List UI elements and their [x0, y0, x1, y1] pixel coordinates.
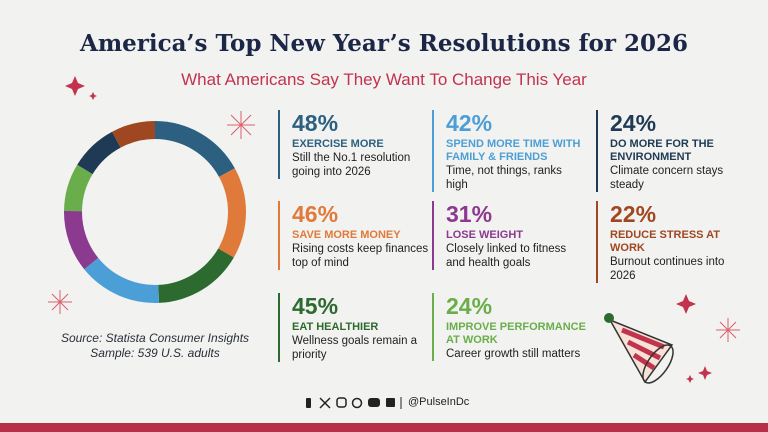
sample: Sample: 539 U.S. adults [90, 346, 220, 360]
percent-label: 46% [292, 201, 339, 227]
resolution-card: 48% EXERCISE MORE Still the No.1 resolutio… [278, 110, 432, 179]
source: Source: Statista Consumer Insights [60, 331, 250, 345]
donut-segment [158, 248, 234, 303]
bursts [48, 111, 740, 342]
percent-label: 42% [446, 110, 493, 136]
party-hat [604, 313, 674, 384]
percent-label: 31% [446, 201, 493, 227]
resolution-card: 31% LOSE WEIGHT Closely linked to fitness … [432, 201, 586, 270]
resolution-description: Closely linked to fitness and health goa… [446, 243, 567, 269]
resolution-card: 45% EAT HEALTHIER Wellness goals remain a … [278, 293, 432, 362]
resolution-card: 22% REDUCE STRESS AT WORK Burnout continue… [596, 201, 750, 283]
title: America’s Top New Year’s Resolutions for… [79, 30, 689, 57]
resolution-description: Rising costs keep finances top of mind [292, 243, 429, 269]
donut-segment [218, 168, 247, 258]
handle: @PulseInDc [408, 396, 470, 408]
donut-segment [112, 121, 155, 148]
footer-bar [0, 423, 768, 432]
percent-label: 22% [610, 201, 657, 227]
social-icons [306, 397, 402, 409]
donut-segment [77, 131, 121, 175]
resolution-card: 24% DO MORE FOR THE ENVIRONMENT Climate co… [596, 110, 750, 192]
sparkles [65, 76, 712, 383]
donut-segment [64, 210, 99, 270]
donut-segment [155, 121, 235, 177]
resolution-description: Climate concern stays steady [610, 165, 724, 191]
resolution-name: SPEND MORE TIME WITH FAMILY & FRIENDS [446, 138, 581, 163]
donut-segment [64, 164, 93, 212]
resolution-name: LOSE WEIGHT [446, 229, 523, 241]
resolution-description: Burnout continues into 2026 [610, 256, 725, 282]
resolution-description: Career growth still matters [446, 348, 581, 360]
resolution-description: Time, not things, ranks high [446, 165, 562, 191]
percent-label: 48% [292, 110, 339, 136]
resolution-name: REDUCE STRESS AT WORK [610, 229, 721, 254]
resolution-name: SAVE MORE MONEY [292, 229, 401, 241]
subtitle: What Americans Say They Want To Change T… [181, 70, 587, 89]
resolution-name: IMPROVE PERFORMANCE AT WORK [446, 321, 586, 346]
percent-label: 24% [610, 110, 657, 136]
percent-label: 24% [446, 293, 493, 319]
resolution-card: 46% SAVE MORE MONEY Rising costs keep fina… [278, 201, 432, 270]
percent-label: 45% [292, 293, 339, 319]
resolution-name: EXERCISE MORE [292, 138, 384, 150]
resolution-card: 24% IMPROVE PERFORMANCE AT WORK Career gro… [432, 293, 586, 361]
resolution-name: DO MORE FOR THE ENVIRONMENT [610, 138, 714, 163]
donut-segment [84, 257, 160, 303]
resolution-name: EAT HEALTHIER [292, 321, 379, 333]
resolution-description: Wellness goals remain a priority [292, 335, 418, 361]
resolution-card: 42% SPEND MORE TIME WITH FAMILY & FRIENDS… [432, 110, 586, 192]
resolution-description: Still the No.1 resolution going into 202… [292, 152, 411, 178]
